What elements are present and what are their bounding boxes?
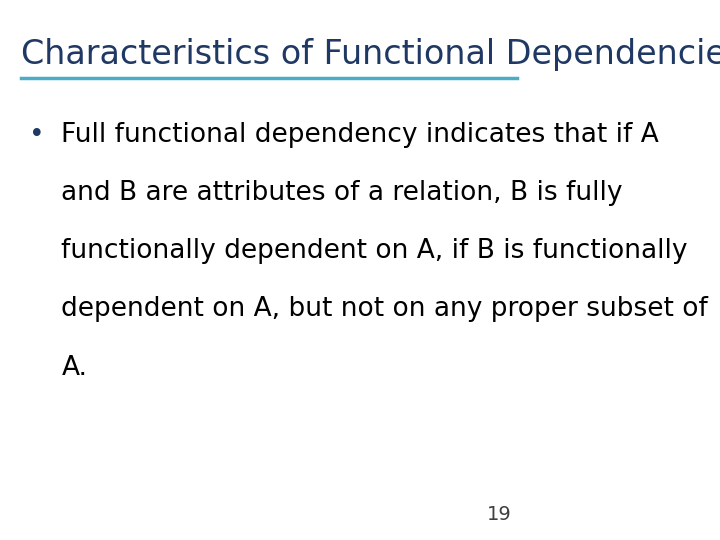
Text: dependent on A, but not on any proper subset of: dependent on A, but not on any proper su… (61, 296, 708, 322)
Text: •: • (30, 122, 45, 147)
Text: 19: 19 (487, 505, 512, 524)
Text: and B are attributes of a relation, B is fully: and B are attributes of a relation, B is… (61, 180, 623, 206)
Text: Full functional dependency indicates that if A: Full functional dependency indicates tha… (61, 122, 659, 147)
Text: Characteristics of Functional Dependencies: Characteristics of Functional Dependenci… (22, 38, 720, 71)
Text: functionally dependent on A, if B is functionally: functionally dependent on A, if B is fun… (61, 238, 688, 264)
Text: A.: A. (61, 355, 87, 381)
